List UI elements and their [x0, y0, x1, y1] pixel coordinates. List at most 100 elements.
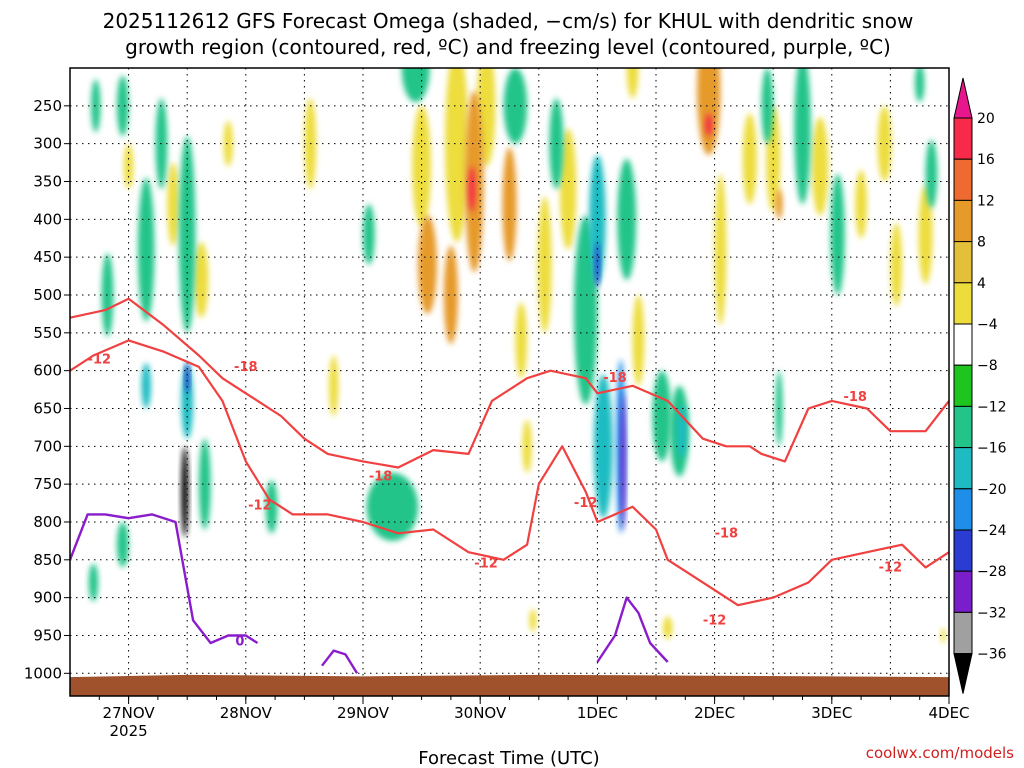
omega-cell: [141, 363, 151, 409]
omega-cell: [116, 521, 129, 568]
omega-cell: [915, 68, 925, 103]
omega-cell: [88, 563, 99, 602]
y-tick-label: 400: [33, 210, 62, 228]
dgz-contour-label: -18: [843, 390, 867, 405]
colorbar-swatch: [953, 199, 973, 243]
y-tick-label: 550: [33, 324, 62, 342]
y-tick-label: 850: [33, 551, 62, 569]
dgz-contour-label: -18: [603, 371, 627, 386]
omega-cell: [626, 68, 639, 99]
dgz-contour-label: -12: [248, 498, 272, 513]
colorbar-swatch: [953, 570, 973, 613]
omega-cell: [181, 446, 189, 538]
x-axis-label: Forecast Time (UTC): [418, 748, 599, 768]
x-tick-label: 2DEC: [694, 704, 735, 722]
omega-cell: [515, 302, 528, 379]
colorbar-label: −32: [977, 605, 1007, 621]
colorbar-swatch: [953, 405, 973, 449]
x-tick-label: 29NOV: [337, 704, 390, 722]
dgz-contour-label: -12: [703, 613, 727, 628]
y-tick-label: 300: [33, 135, 62, 153]
dgz-contour-label: -18: [369, 470, 393, 485]
chart-title-line-2: growth region (contoured, red, ºC) and f…: [125, 35, 891, 59]
freezing-level-contours: [70, 513, 669, 674]
y-tick-label: 450: [33, 248, 62, 266]
colorbar-label: 8: [977, 235, 986, 251]
y-tick-label: 750: [33, 475, 62, 493]
omega-cell: [918, 185, 933, 284]
omega-cell: [101, 253, 114, 337]
omega-cell: [167, 162, 179, 246]
dgz-contour-label: -12: [88, 352, 112, 367]
omega-cell: [468, 166, 476, 212]
colorbar-top-arrow: [953, 77, 973, 119]
omega-cell: [705, 113, 713, 137]
omega-cell: [652, 370, 672, 462]
freezing-level-label: 0: [235, 635, 244, 650]
omega-cell: [775, 189, 783, 220]
freezing-level-line: [321, 649, 359, 674]
x-tick-year: 2025: [110, 722, 148, 740]
omega-cell: [537, 196, 552, 333]
omega-cell: [811, 117, 829, 216]
colorbar-swatch: [953, 447, 973, 490]
omega-cell: [632, 294, 645, 386]
omega-cell: [329, 355, 339, 417]
y-tick-label: 250: [33, 97, 62, 115]
y-tick-label: 350: [33, 172, 62, 190]
freezing-level-line: [70, 513, 259, 645]
omega-cell: [714, 173, 727, 326]
colorbar-label: −24: [977, 523, 1007, 539]
omega-cell: [116, 75, 129, 137]
colorbar-label: 16: [977, 152, 995, 168]
chart-title-line-1: 2025112612 GFS Forecast Omega (shaded, −…: [103, 9, 914, 33]
y-tick-label: 900: [33, 589, 62, 607]
y-tick-label: 650: [33, 399, 62, 417]
y-tick-label: 700: [33, 437, 62, 455]
dgz-contour-line: [70, 297, 949, 469]
colorbar-swatch: [953, 529, 973, 572]
contour-labels: -18 -12 -12 -18 -12 -18 -12 -18 -12 -18 -12 0: [88, 352, 903, 649]
credit-link[interactable]: coolwx.com/models: [866, 744, 1014, 762]
colorbar-label: −36: [977, 647, 1007, 663]
omega-cell: [877, 105, 892, 182]
colorbar-bottom-arrow: [953, 653, 973, 694]
colorbar-swatch: [953, 241, 973, 284]
x-tick-label: 27NOV: [103, 704, 156, 722]
x-tick-label: 1DEC: [577, 704, 618, 722]
colorbar-swatch: [953, 282, 973, 325]
omega-cell: [401, 68, 430, 103]
omega-cell: [363, 204, 375, 265]
colorbar-swatch: [953, 364, 973, 407]
y-tick-label: 600: [33, 362, 62, 380]
omega-cell: [663, 616, 673, 640]
omega-cell: [595, 242, 600, 288]
omega-cell: [265, 480, 278, 534]
omega-cell: [91, 79, 101, 133]
omega-cell: [123, 143, 134, 190]
x-tick-label: 28NOV: [220, 704, 273, 722]
colorbar-label: 12: [977, 193, 995, 209]
colorbar-label: −28: [977, 564, 1007, 580]
colorbar-label: −20: [977, 482, 1007, 498]
dgz-contour-label: -18: [234, 360, 258, 375]
ground-terrain: [70, 674, 949, 696]
omega-cell: [137, 177, 155, 322]
omega-cell: [223, 120, 233, 167]
colorbar-label: 4: [977, 276, 986, 292]
y-tick-label: 1000: [24, 664, 62, 682]
colorbar: 20 16 12 8 4 −4 −8 −12 −16 −20 −24 −28 −32 −36: [953, 77, 1007, 694]
omega-cell: [178, 136, 196, 333]
omega-cell: [443, 245, 458, 345]
omega-cell: [620, 393, 626, 530]
y-tick-label: 500: [33, 286, 62, 304]
omega-cell: [366, 472, 419, 541]
colorbar-swatch: [953, 117, 973, 160]
colorbar-swatch: [953, 158, 973, 201]
omega-cell: [559, 128, 577, 250]
y-tick-label: 800: [33, 513, 62, 531]
x-tick-label: 30NOV: [454, 704, 507, 722]
omega-cell: [742, 113, 757, 205]
freezing-level-line: [596, 596, 669, 663]
